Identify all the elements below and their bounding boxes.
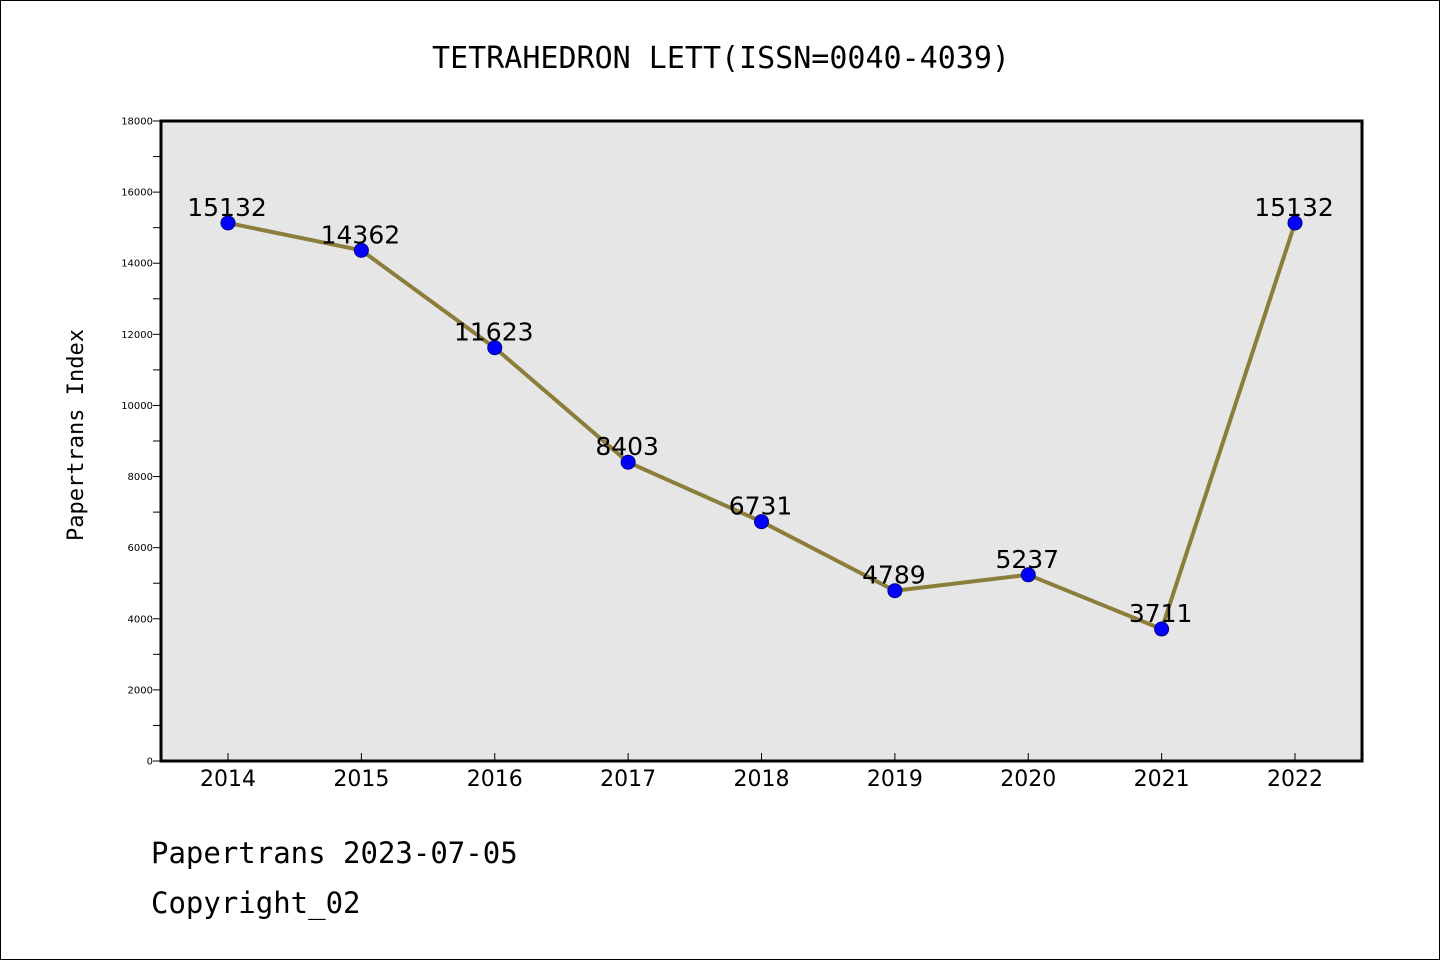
x-tick-label: 2018 (734, 767, 790, 792)
data-point-marker (620, 454, 636, 470)
y-tick-label: 6000 (128, 543, 153, 554)
footer-date-text: Papertrans 2023-07-05 (151, 836, 518, 870)
x-tick-label: 2015 (333, 767, 389, 792)
x-axis-ticks: 2014 2015 2016 2017 2018 2019 2020 2021 2022 (200, 753, 1323, 792)
y-tick-label: 0 (147, 757, 153, 768)
y-tick-label: 16000 (121, 188, 153, 199)
y-axis-ticks: 0 2000 4000 6000 8000 10000 12000 14000 16000 180… (121, 117, 161, 768)
data-label: 8403 (595, 432, 659, 461)
x-tick-label: 2017 (600, 767, 656, 792)
y-tick-label: 8000 (128, 472, 153, 483)
x-tick-label: 2016 (467, 767, 523, 792)
data-label: 11623 (454, 318, 534, 347)
data-point-marker (1287, 215, 1303, 231)
x-tick-label: 2022 (1267, 767, 1323, 792)
y-tick-label: 14000 (121, 259, 153, 270)
x-tick-label: 2020 (1000, 767, 1056, 792)
y-axis-label: Papertrans Index (64, 329, 89, 541)
plot-area (159, 119, 1364, 763)
data-point-marker (887, 583, 903, 599)
data-label: 15132 (187, 193, 267, 222)
x-tick-label: 2014 (200, 767, 256, 792)
data-labels-group: 15132 14362 11623 8403 6731 4789 5237 3711 15132 (187, 193, 1334, 628)
data-point-marker (353, 242, 369, 258)
y-tick-label: 2000 (128, 685, 153, 696)
data-label: 6731 (729, 492, 793, 521)
data-label: 14362 (321, 220, 401, 249)
data-label: 5237 (995, 545, 1059, 574)
y-tick-label: 4000 (128, 614, 153, 625)
y-tick-label: 18000 (121, 117, 153, 128)
chart-title: TETRAHEDRON LETT(ISSN=0040-4039) (432, 41, 1010, 76)
x-tick-label: 2021 (1134, 767, 1190, 792)
data-label: 4789 (862, 561, 926, 590)
markers-group (220, 215, 1303, 637)
footer-copyright-text: Copyright_02 (151, 886, 361, 920)
y-tick-label: 10000 (121, 401, 153, 412)
data-point-marker (1154, 621, 1170, 637)
data-label: 3711 (1129, 599, 1193, 628)
data-label: 15132 (1254, 193, 1334, 222)
data-point-marker (754, 514, 769, 530)
x-tick-label: 2019 (867, 767, 923, 792)
data-point-marker (1020, 567, 1036, 583)
data-point-marker (220, 215, 236, 231)
data-point-marker (487, 340, 503, 356)
y-tick-label: 12000 (121, 330, 153, 341)
